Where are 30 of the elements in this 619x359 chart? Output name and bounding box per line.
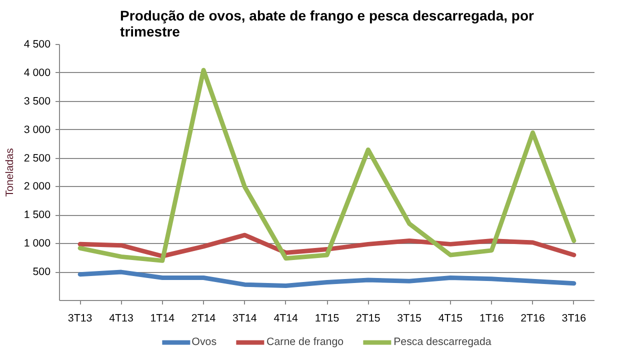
legend-label: Ovos [192,336,217,348]
x-tick-label: 3T14 [232,312,257,324]
y-tick-label: 4 000 [24,66,51,79]
chart-title: Produção de ovos, abate de frango e pesca descarregada, por trimestre [120,8,535,40]
y-tick-label: 3 000 [24,124,51,136]
y-tick-label: 500 [32,266,51,278]
x-tick-label: 2T15 [356,312,380,324]
x-tick-label: 3T13 [68,312,92,324]
x-tick-label: 3T15 [397,312,422,324]
y-tick-label: 3 500 [24,95,51,108]
y-tick-label: 2 000 [24,180,51,193]
x-tick-label: 2T16 [520,312,545,324]
x-tick-label: 1T16 [479,312,504,324]
y-axis-title: Toneladas [4,148,16,197]
x-tick-label: 3T16 [562,312,586,324]
x-tick-label: 2T14 [191,312,216,324]
x-tick-label: 4T14 [274,312,298,324]
y-tick-label: 1 000 [24,238,51,250]
x-tick-label: 4T13 [109,312,134,324]
x-tick-label: 1T14 [150,312,175,324]
x-tick-label: 4T15 [438,312,463,324]
x-tick-label: 1T15 [314,312,340,324]
line-series [78,68,576,263]
legend-label: Pesca descarregada [394,336,492,348]
line-series [78,270,576,288]
line-series [78,232,576,258]
y-tick-label: 1 500 [24,209,51,222]
y-tick-label: 4 500 [24,38,51,50]
y-tick-label: 2 500 [24,152,51,164]
legend-label: Carne de frango [266,336,344,348]
